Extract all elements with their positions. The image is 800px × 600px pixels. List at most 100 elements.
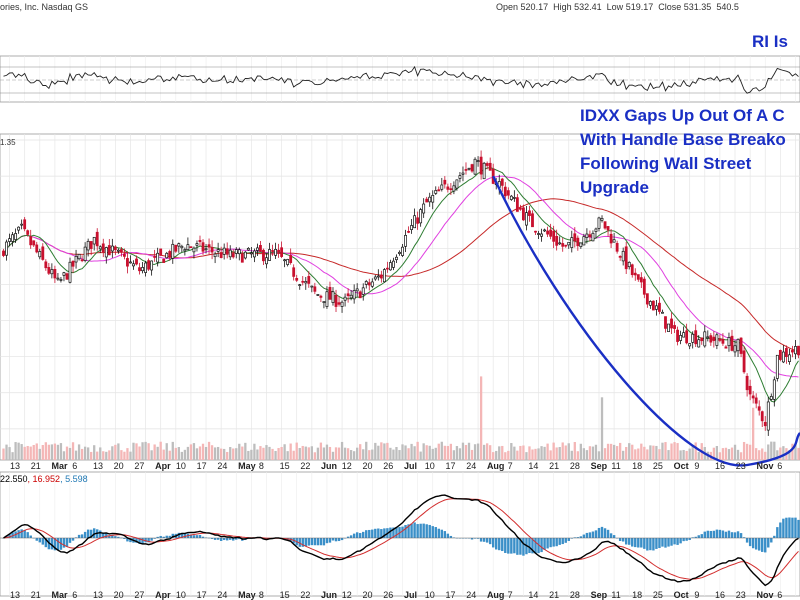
candle-body <box>237 249 241 255</box>
volume-bar <box>606 443 610 460</box>
candle-body <box>615 242 619 252</box>
macd-histogram-bar <box>362 531 365 538</box>
candle-body <box>667 323 670 332</box>
volume-bar <box>298 447 301 460</box>
candle-body <box>213 253 217 258</box>
date-tick-label: 26 <box>383 461 393 471</box>
date-tick-label: 17 <box>197 461 207 471</box>
date-tick-label-bottom: Apr <box>155 590 171 600</box>
macd-histogram-bar <box>513 538 516 554</box>
macd-histogram-bar <box>431 526 434 538</box>
volume-bar <box>274 450 277 460</box>
candle-body <box>410 225 413 230</box>
candle-body <box>464 169 468 171</box>
macd-histogram-bar <box>111 535 114 538</box>
candle-body <box>733 345 737 353</box>
rsi-line <box>3 65 799 94</box>
candle-body <box>225 248 229 255</box>
candle-body <box>95 231 99 247</box>
macd-histogram-bar <box>437 528 440 538</box>
candle-body <box>107 245 111 256</box>
macd-histogram-bar <box>117 536 120 538</box>
macd-histogram-bar <box>485 538 489 543</box>
candle-body <box>2 250 5 256</box>
candle-body <box>20 223 24 226</box>
volume-bar <box>262 447 265 460</box>
volume-bar <box>407 448 410 460</box>
candle-body <box>612 239 616 243</box>
macd-histogram-bar <box>159 535 162 538</box>
volume-bar <box>791 443 794 460</box>
date-tick-label: Oct <box>674 461 689 471</box>
candle-body <box>706 336 710 339</box>
macd-histogram-bar <box>721 530 725 538</box>
candle-body <box>228 249 232 258</box>
candle-body <box>727 337 731 347</box>
volume-bar <box>485 443 489 460</box>
volume-bar <box>213 447 217 460</box>
date-tick-label-bottom: 8 <box>259 590 264 600</box>
candle-body <box>355 288 359 292</box>
macd-histogram-bar <box>189 534 193 538</box>
macd-histogram-bar <box>673 538 676 545</box>
macd-histogram-bar <box>322 538 326 546</box>
volume-bar <box>779 447 782 460</box>
candle-body <box>292 267 296 277</box>
macd-histogram-bar <box>479 538 483 542</box>
candle-body <box>712 336 716 341</box>
volume-bar <box>144 441 147 460</box>
volume-bar <box>628 443 631 460</box>
volume-bar <box>582 448 586 460</box>
candle-body <box>401 246 404 256</box>
candle-body <box>461 172 465 175</box>
date-tick-label-bottom: 25 <box>653 590 663 600</box>
ma-short-line <box>3 166 799 403</box>
candle-body <box>670 318 673 329</box>
volume-bar <box>17 442 20 460</box>
volume-bar <box>667 450 670 460</box>
candle-body <box>74 255 78 263</box>
candle-body <box>307 276 311 284</box>
macd-histogram-bar <box>41 538 45 545</box>
date-tick-label-bottom: 21 <box>31 590 41 600</box>
volume-bar <box>564 445 567 460</box>
macd-histogram-bar <box>150 538 153 541</box>
volume-bar <box>733 444 737 460</box>
macd-histogram-bar <box>537 538 540 554</box>
candle-body <box>138 267 141 272</box>
macd-histogram-bar <box>365 530 368 538</box>
candle-body <box>485 163 489 166</box>
candle-body <box>364 281 368 285</box>
volume-bar <box>489 445 492 460</box>
macd-histogram-bar <box>349 535 353 538</box>
volume-bar <box>174 447 177 460</box>
volume-bar <box>434 447 437 460</box>
ohlc-close-label: Close <box>658 2 682 12</box>
macd-histogram-bar <box>588 532 592 538</box>
date-tick-label: 16 <box>715 461 725 471</box>
candle-body <box>367 282 371 286</box>
volume-bar <box>498 446 501 460</box>
candle-body <box>588 234 592 238</box>
candle-body <box>313 286 317 292</box>
candle-body <box>274 248 277 256</box>
macd-histogram-bar <box>20 529 23 538</box>
volume-bar <box>80 448 84 460</box>
volume-bar <box>241 446 244 460</box>
macd-histogram-bar <box>410 523 413 538</box>
candle-body <box>234 249 238 254</box>
macd-histogram-bar <box>618 538 622 542</box>
macd-histogram-bar <box>634 538 637 548</box>
date-tick-label-bottom: Jun <box>321 590 337 600</box>
macd-histogram-bar <box>183 533 187 538</box>
candle-body <box>609 233 613 244</box>
volume-bar <box>685 450 688 460</box>
macd-histogram-bar <box>413 522 416 538</box>
volume-bar <box>195 448 199 460</box>
volume-bar <box>307 447 310 460</box>
volume-bar <box>47 444 51 460</box>
candle-body <box>639 277 643 283</box>
macd-histogram-bar <box>709 530 713 538</box>
volume-bar <box>5 444 8 460</box>
volume-bar <box>374 442 377 460</box>
